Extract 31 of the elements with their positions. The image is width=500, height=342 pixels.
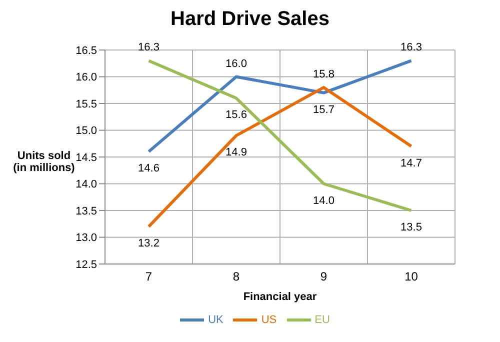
data-label: 15.8	[313, 68, 334, 80]
legend-label: US	[261, 314, 277, 326]
data-label: 16.3	[400, 42, 422, 54]
y-axis-title: Units sold (in millions)	[13, 150, 75, 174]
x-tick-label: 7	[145, 270, 152, 284]
x-axis-title: Financial year	[243, 291, 318, 303]
data-label: 15.6	[226, 109, 247, 122]
legend-label: UK	[208, 314, 224, 326]
data-label: 14.9	[226, 146, 247, 159]
y-tick-label: 13.0	[76, 232, 97, 244]
chart-title: Hard Drive Sales	[170, 8, 330, 31]
data-label: 14.6	[138, 162, 160, 175]
y-tick-label: 15.5	[76, 98, 97, 110]
y-tick-label: 13.5	[76, 205, 97, 218]
data-label: 13.2	[138, 238, 160, 250]
y-tick-label: 16.0	[76, 72, 97, 84]
y-tick-label: 14.5	[76, 152, 97, 164]
data-label: 15.7	[313, 104, 334, 116]
data-label: 14.7	[400, 157, 422, 170]
x-tick-label: 8	[232, 270, 240, 284]
y-tick-label: 16.5	[76, 44, 97, 57]
data-label: 13.5	[400, 222, 422, 234]
data-label: 14.0	[313, 194, 334, 207]
legend-label: EU	[314, 314, 330, 326]
data-label: 16.3	[138, 42, 160, 54]
data-label: 16.0	[226, 58, 247, 70]
y-tick-label: 14.0	[76, 178, 97, 191]
y-tick-label: 15.0	[76, 125, 97, 138]
x-tick-label: 10	[404, 270, 418, 284]
y-tick-label: 12.5	[76, 258, 97, 271]
x-tick-label: 9	[320, 270, 328, 284]
